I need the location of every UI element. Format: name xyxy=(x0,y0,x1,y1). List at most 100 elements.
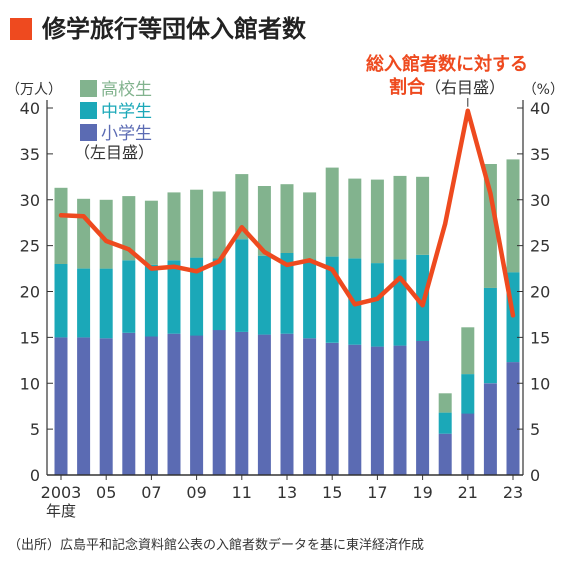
bar-2020-series-2 xyxy=(438,393,452,413)
legend-label-0: 高校生 xyxy=(101,80,152,100)
ratio-point-2017 xyxy=(375,296,380,301)
right-tick-label-0: 0 xyxy=(530,466,540,485)
bars-layer xyxy=(54,159,520,476)
ratio-point-2013 xyxy=(285,262,289,267)
legend-swatch-0 xyxy=(80,80,97,97)
x-tick-label-21: 21 xyxy=(458,483,478,502)
ratio-point-2018 xyxy=(398,275,402,280)
bar-2021-series-0 xyxy=(461,413,475,475)
x-tick-label-23: 23 xyxy=(503,483,523,502)
bar-2005-series-0 xyxy=(99,338,113,475)
chart-title: 修学旅行等団体入館者数 xyxy=(42,15,306,43)
bar-2012-series-1 xyxy=(257,255,271,335)
ratio-point-2009 xyxy=(194,269,199,274)
ratio-point-2010 xyxy=(217,259,222,264)
bar-2022-series-0 xyxy=(483,383,497,476)
bar-2018-series-0 xyxy=(393,345,407,475)
x-tick-label-17: 17 xyxy=(367,483,387,502)
ratio-point-2016 xyxy=(352,302,357,307)
ratio-point-2008 xyxy=(172,264,176,269)
bar-2023-series-2 xyxy=(506,159,520,273)
bar-2022-series-1 xyxy=(483,287,497,384)
bar-2012-series-0 xyxy=(257,334,271,475)
annotation-axis-note: （右目盛） xyxy=(425,78,505,97)
bar-2021-series-2 xyxy=(461,327,475,375)
right-tick-label-5: 5 xyxy=(530,420,540,439)
bar-2019-series-0 xyxy=(416,341,430,475)
right-axis-unit: （%） xyxy=(523,82,564,98)
bar-2023-series-0 xyxy=(506,362,520,475)
bar-2016-series-0 xyxy=(348,344,362,475)
bar-2012-series-2 xyxy=(257,186,271,256)
annotation-ratio-word: 割合 xyxy=(389,76,426,98)
ratio-point-2019 xyxy=(420,303,425,308)
left-tick-label-15: 15 xyxy=(20,328,40,347)
annotation-line-1: 総入館者数に対する xyxy=(366,53,528,75)
right-tick-label-25: 25 xyxy=(530,237,550,256)
bar-2011-series-0 xyxy=(235,331,249,475)
bar-2022-series-2 xyxy=(483,164,497,288)
bar-2010-series-0 xyxy=(212,330,226,475)
ratio-point-2011 xyxy=(239,225,244,230)
right-tick-label-40: 40 xyxy=(530,99,550,118)
bar-2020-series-0 xyxy=(438,433,452,475)
bar-2017-series-2 xyxy=(370,179,384,264)
bar-2009-series-1 xyxy=(190,257,204,336)
x-tick-suffix: 年度 xyxy=(46,502,76,520)
x-tick-label-15: 15 xyxy=(322,483,342,502)
annotation-line-2: 割合（右目盛） xyxy=(389,76,505,98)
left-tick-label-0: 0 xyxy=(30,466,40,485)
bar-2003-series-0 xyxy=(54,337,68,475)
bar-2007-series-2 xyxy=(144,200,158,265)
bar-2006-series-0 xyxy=(122,332,136,475)
bar-2005-series-2 xyxy=(99,199,113,269)
right-tick-label-30: 30 xyxy=(530,191,550,210)
bar-2018-series-1 xyxy=(393,259,407,346)
ratio-point-2021 xyxy=(465,108,470,113)
legend-swatch-1 xyxy=(80,102,97,119)
bar-2011-series-1 xyxy=(235,239,249,332)
bar-2021-series-1 xyxy=(461,374,475,414)
right-tick-label-20: 20 xyxy=(530,283,550,302)
bar-2013-series-0 xyxy=(280,333,294,475)
x-tick-label-11: 11 xyxy=(232,483,252,502)
left-tick-label-10: 10 xyxy=(20,374,40,393)
bar-2004-series-2 xyxy=(77,198,91,269)
x-tick-label-09: 09 xyxy=(186,483,206,502)
bar-2009-series-2 xyxy=(190,189,204,258)
bar-2006-series-2 xyxy=(122,196,136,261)
legend-label-2: 小学生 xyxy=(101,124,152,144)
ratio-point-2007 xyxy=(149,266,154,271)
bar-2008-series-0 xyxy=(167,333,181,475)
bar-2005-series-1 xyxy=(99,268,113,339)
bar-2007-series-0 xyxy=(144,336,158,475)
bar-2014-series-1 xyxy=(303,259,317,339)
ratio-point-2015 xyxy=(330,267,335,272)
x-tick-label-07: 07 xyxy=(141,483,161,502)
bar-2014-series-0 xyxy=(303,338,317,475)
bar-2015-series-2 xyxy=(325,167,339,257)
bar-2011-series-2 xyxy=(235,174,249,240)
right-tick-label-15: 15 xyxy=(530,328,550,347)
bar-2010-series-1 xyxy=(212,258,226,331)
bar-2007-series-1 xyxy=(144,264,158,337)
left-tick-label-25: 25 xyxy=(20,237,40,256)
ratio-line-layer xyxy=(58,108,516,318)
left-tick-label-30: 30 xyxy=(20,191,40,210)
bar-2010-series-2 xyxy=(212,191,226,259)
right-tick-label-10: 10 xyxy=(530,374,550,393)
bar-2009-series-0 xyxy=(190,335,204,475)
legend-swatch-2 xyxy=(80,124,97,141)
ratio-point-2006 xyxy=(126,247,131,252)
ratio-point-2003 xyxy=(59,213,63,218)
source-note: （出所）広島平和記念資料館公表の入館者数データを基に東洋経済作成 xyxy=(8,538,425,553)
left-tick-label-5: 5 xyxy=(30,420,40,439)
x-tick-label-05: 05 xyxy=(96,483,116,502)
x-tick-label-19: 19 xyxy=(412,483,432,502)
left-tick-label-20: 20 xyxy=(20,283,40,302)
bar-2019-series-2 xyxy=(416,176,430,255)
bar-2013-series-1 xyxy=(280,253,294,334)
